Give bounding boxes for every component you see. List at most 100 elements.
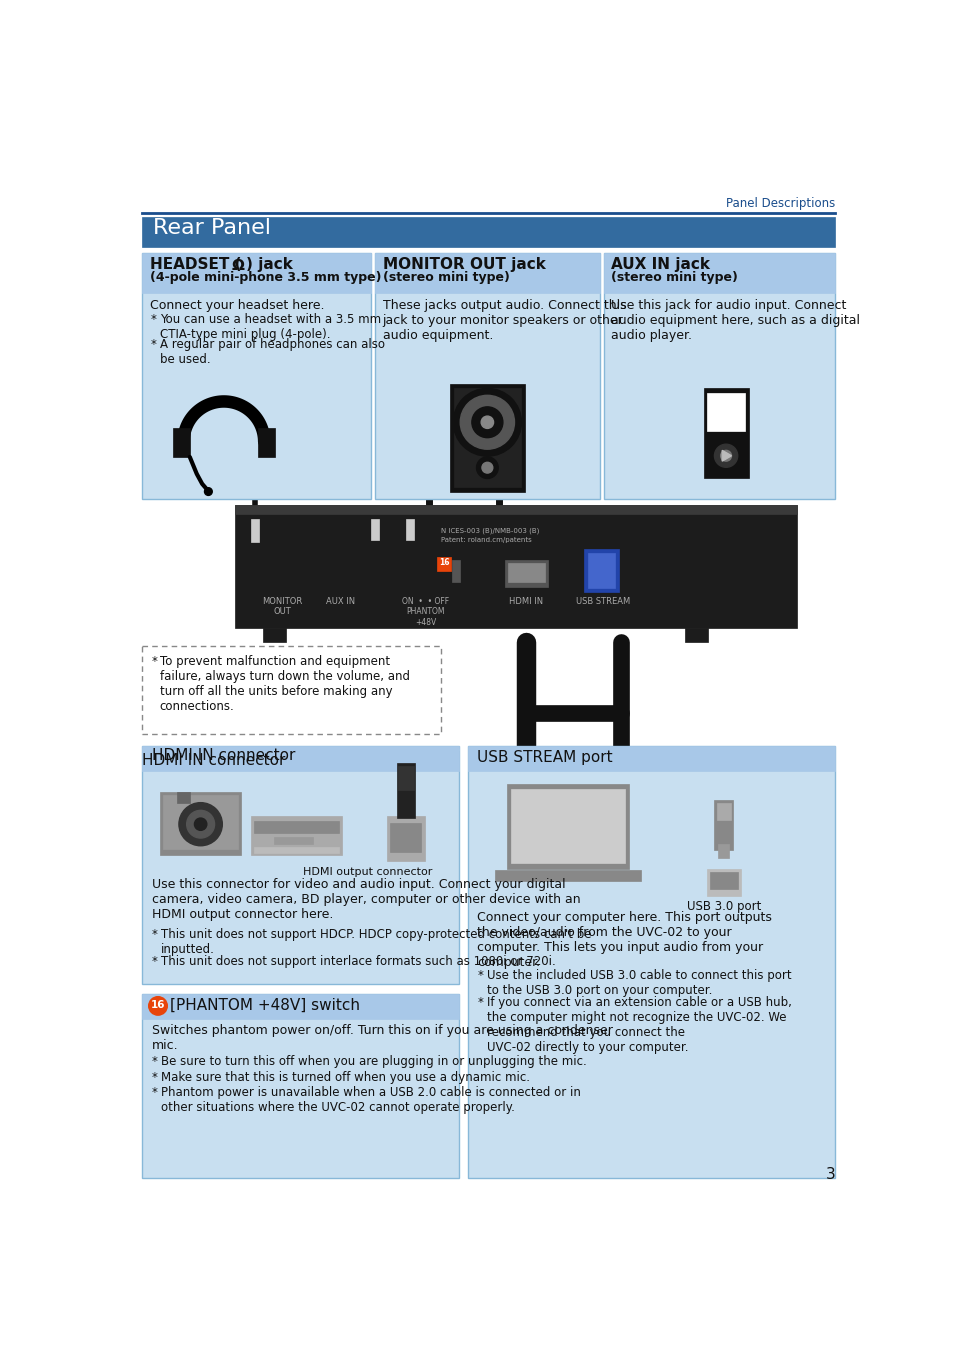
Text: A regular pair of headphones can also
be used.: A regular pair of headphones can also be…: [159, 339, 384, 366]
FancyBboxPatch shape: [495, 871, 640, 882]
FancyBboxPatch shape: [142, 252, 371, 500]
FancyBboxPatch shape: [452, 560, 459, 582]
FancyBboxPatch shape: [718, 844, 728, 859]
Circle shape: [459, 396, 514, 450]
Text: Rear Panel: Rear Panel: [153, 219, 271, 238]
Circle shape: [472, 406, 502, 437]
FancyBboxPatch shape: [511, 788, 624, 863]
Text: If you connect via an extension cable or a USB hub,
the computer might not recog: If you connect via an extension cable or…: [486, 996, 791, 1054]
FancyBboxPatch shape: [142, 994, 458, 1019]
FancyBboxPatch shape: [142, 994, 458, 1179]
Text: (stereo mini type): (stereo mini type): [382, 270, 509, 284]
Text: (stereo mini type): (stereo mini type): [611, 270, 738, 284]
FancyBboxPatch shape: [274, 837, 313, 844]
FancyBboxPatch shape: [436, 558, 451, 571]
FancyBboxPatch shape: [251, 817, 342, 855]
FancyBboxPatch shape: [235, 505, 796, 628]
Text: *: *: [152, 1071, 157, 1084]
FancyBboxPatch shape: [172, 428, 190, 456]
Text: 16: 16: [438, 558, 449, 567]
FancyBboxPatch shape: [253, 821, 339, 833]
Text: Panel Descriptions: Panel Descriptions: [725, 197, 835, 209]
Text: Use this jack for audio input. Connect
audio equipment here, such as a digital
a: Use this jack for audio input. Connect a…: [611, 300, 860, 342]
Text: Use this connector for video and audio input. Connect your digital
camera, video: Use this connector for video and audio i…: [152, 878, 579, 921]
FancyBboxPatch shape: [450, 383, 524, 491]
Text: Be sure to turn this off when you are plugging in or unplugging the mic.: Be sure to turn this off when you are pl…: [161, 1056, 586, 1068]
FancyBboxPatch shape: [371, 518, 378, 540]
FancyBboxPatch shape: [386, 817, 425, 861]
Circle shape: [179, 803, 222, 845]
Text: *: *: [150, 313, 156, 325]
FancyBboxPatch shape: [468, 745, 835, 1179]
Text: This unit does not support HDCP. HDCP copy-protected contents can't be
inputted.: This unit does not support HDCP. HDCP co…: [161, 929, 591, 956]
Text: (4-pole mini-phone 3.5 mm type): (4-pole mini-phone 3.5 mm type): [150, 270, 381, 284]
Bar: [142, 645, 440, 734]
Text: These jacks output audio. Connect this
jack to your monitor speakers or other
au: These jacks output audio. Connect this j…: [382, 300, 626, 342]
Circle shape: [714, 444, 737, 467]
Text: HDMI output connector: HDMI output connector: [302, 867, 432, 876]
Text: *: *: [152, 929, 157, 941]
Text: N ICES-003 (B)/NMB-003 (B): N ICES-003 (B)/NMB-003 (B): [440, 528, 538, 535]
Text: You can use a headset with a 3.5 mm
CTIA-type mini plug (4-pole).: You can use a headset with a 3.5 mm CTIA…: [159, 313, 380, 342]
Circle shape: [194, 818, 207, 830]
Circle shape: [453, 389, 521, 456]
FancyBboxPatch shape: [603, 252, 835, 293]
Text: *: *: [152, 1085, 157, 1099]
Circle shape: [480, 416, 493, 428]
Text: HDMI IN connector: HDMI IN connector: [152, 748, 294, 763]
Text: ON  •  • OFF
PHANTOM
+48V: ON • • OFF PHANTOM +48V: [401, 597, 449, 626]
Text: Connect your computer here. This port outputs
the video/audio from the UVC-02 to: Connect your computer here. This port ou…: [476, 911, 771, 969]
Text: [PHANTOM +48V] switch: [PHANTOM +48V] switch: [171, 998, 360, 1014]
FancyBboxPatch shape: [603, 252, 835, 500]
Circle shape: [204, 487, 212, 495]
Text: ) jack: ) jack: [245, 256, 293, 271]
FancyBboxPatch shape: [468, 745, 835, 771]
Text: *: *: [152, 954, 157, 968]
FancyBboxPatch shape: [235, 505, 796, 514]
Text: Connect your headset here.: Connect your headset here.: [150, 300, 324, 312]
Text: HDMI IN connector: HDMI IN connector: [142, 753, 286, 768]
FancyBboxPatch shape: [703, 387, 748, 478]
Circle shape: [149, 996, 167, 1015]
FancyBboxPatch shape: [142, 749, 458, 751]
Text: MONITOR OUT jack: MONITOR OUT jack: [382, 256, 545, 271]
Text: 16: 16: [151, 1000, 165, 1010]
Text: *: *: [152, 655, 157, 668]
Text: MONITOR
OUT: MONITOR OUT: [262, 597, 302, 617]
Text: USB 3.0 port: USB 3.0 port: [686, 899, 760, 913]
FancyBboxPatch shape: [375, 252, 599, 500]
FancyBboxPatch shape: [257, 428, 274, 456]
FancyBboxPatch shape: [142, 745, 458, 984]
Text: USB STREAM port: USB STREAM port: [476, 751, 612, 765]
Text: AUX IN jack: AUX IN jack: [611, 256, 710, 271]
FancyBboxPatch shape: [375, 252, 599, 293]
FancyBboxPatch shape: [406, 518, 414, 540]
FancyBboxPatch shape: [714, 799, 732, 849]
FancyBboxPatch shape: [507, 563, 545, 582]
FancyBboxPatch shape: [706, 869, 740, 896]
Text: Phantom power is unavailable when a USB 2.0 cable is connected or in
other situa: Phantom power is unavailable when a USB …: [161, 1085, 580, 1114]
Text: To prevent malfunction and equipment
failure, always turn down the volume, and
t: To prevent malfunction and equipment fai…: [159, 655, 409, 713]
Text: Switches phantom power on/off. Turn this on if you are using a condenser
mic.: Switches phantom power on/off. Turn this…: [152, 1025, 612, 1053]
FancyBboxPatch shape: [505, 560, 547, 587]
Circle shape: [476, 456, 497, 478]
Text: Make sure that this is turned off when you use a dynamic mic.: Make sure that this is turned off when y…: [161, 1071, 530, 1084]
Circle shape: [720, 451, 731, 462]
FancyBboxPatch shape: [142, 252, 371, 293]
FancyBboxPatch shape: [506, 784, 629, 869]
Text: USB STREAM: USB STREAM: [576, 597, 630, 606]
Text: HEADSET (: HEADSET (: [150, 256, 241, 271]
Circle shape: [481, 462, 493, 472]
Text: 3: 3: [824, 1168, 835, 1183]
FancyBboxPatch shape: [262, 628, 286, 641]
Text: *: *: [152, 1056, 157, 1068]
Text: Use the included USB 3.0 cable to connect this port
to the USB 3.0 port on your : Use the included USB 3.0 cable to connec…: [486, 969, 790, 996]
FancyBboxPatch shape: [142, 745, 458, 771]
FancyBboxPatch shape: [177, 792, 190, 803]
FancyBboxPatch shape: [709, 872, 737, 888]
Text: *: *: [150, 339, 156, 351]
FancyBboxPatch shape: [716, 803, 730, 821]
FancyBboxPatch shape: [253, 848, 339, 853]
FancyBboxPatch shape: [684, 628, 707, 641]
Text: AUX IN: AUX IN: [325, 597, 355, 606]
